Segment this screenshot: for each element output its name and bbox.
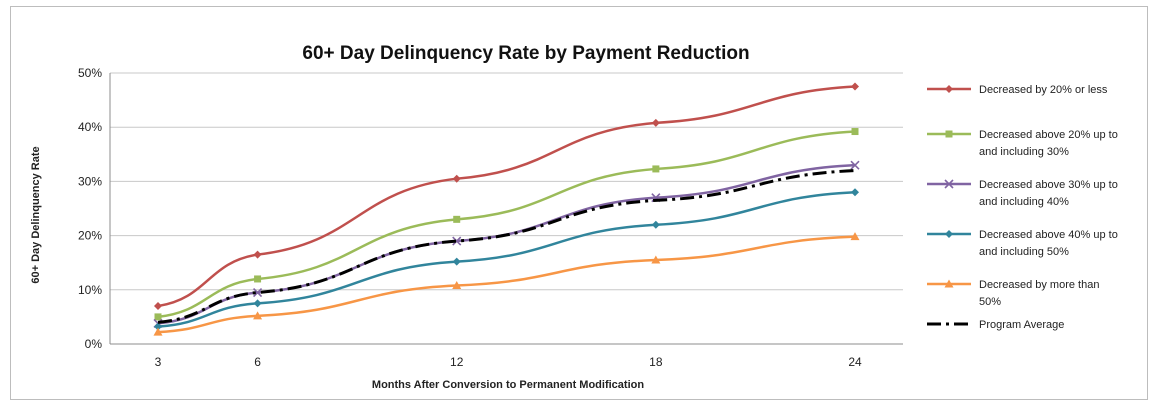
data-point [154, 322, 162, 331]
x-tick-label: 18 [649, 355, 663, 369]
axes [109, 73, 903, 345]
legend-label: 50% [979, 296, 1001, 308]
line-chart: 60+ Day Delinquency Rate by Payment Redu… [30, 43, 1118, 391]
legend-label: Decreased above 30% up to [979, 179, 1118, 191]
data-point [851, 128, 859, 136]
data-point [153, 327, 163, 336]
series-line [157, 235, 856, 334]
data-point [452, 236, 462, 246]
legend-label: Decreased by 20% or less [979, 84, 1108, 96]
data-point [651, 118, 660, 127]
data-point [945, 130, 953, 138]
legend-item: Decreased by 20% or less [927, 84, 1108, 96]
legend: Decreased by 20% or less Decreased above … [927, 84, 1118, 331]
data-point [850, 232, 860, 241]
series-1 [154, 128, 859, 321]
series-5 [157, 169, 856, 324]
data-point [253, 299, 262, 308]
legend-label: and including 30% [979, 146, 1069, 158]
x-tick-label: 12 [450, 355, 464, 369]
legend-label: Decreased above 40% up to [979, 229, 1118, 241]
data-point [651, 220, 660, 229]
legend-label: Decreased by more than [979, 279, 1099, 291]
x-tick-label: 3 [155, 355, 162, 369]
series-line [157, 85, 856, 308]
data-point [851, 82, 859, 91]
legend-label: Program Average [979, 319, 1064, 331]
data-point [944, 279, 954, 288]
legend-item: Program Average [927, 319, 1064, 331]
data-point [851, 188, 859, 197]
data-point [154, 302, 162, 311]
legend-item: Decreased above 40% up to and including 5… [927, 229, 1118, 258]
data-point [253, 287, 263, 298]
legend-item: Decreased above 20% up to and including 3… [927, 129, 1118, 158]
data-point [154, 313, 162, 321]
series-line [157, 163, 856, 325]
series-4 [153, 232, 860, 336]
chart-title: 60+ Day Delinquency Rate by Payment Redu… [302, 43, 749, 64]
data-point [945, 230, 953, 238]
series-lines [153, 82, 860, 336]
x-tick-label: 24 [848, 355, 862, 369]
series-line [157, 190, 856, 328]
y-tick-label: 0% [85, 337, 103, 351]
x-tick-label: 6 [254, 355, 261, 369]
legend-item: Decreased by more than 50% [927, 279, 1099, 308]
y-tick-label: 30% [78, 174, 102, 188]
gridlines [110, 72, 903, 291]
tick-labels: 0% 10% 20% 30% 40% 50% 3 6 12 18 24 [78, 66, 862, 369]
data-point [452, 174, 461, 183]
y-tick-label: 50% [78, 66, 102, 80]
data-point [254, 275, 262, 283]
legend-item: Decreased above 30% up to and including 4… [927, 179, 1118, 208]
legend-label: Decreased above 20% up to [979, 129, 1118, 141]
data-point [253, 250, 262, 259]
series-line [157, 130, 856, 319]
data-point [453, 215, 461, 223]
x-axis-label: Months After Conversion to Permanent Mod… [372, 379, 644, 391]
legend-label: and including 40% [979, 196, 1069, 208]
data-point [945, 85, 953, 93]
data-point [850, 160, 860, 170]
series-3 [154, 188, 859, 331]
chart-frame: 60+ Day Delinquency Rate by Payment Redu… [10, 6, 1148, 400]
series-0 [154, 82, 859, 311]
y-tick-label: 20% [78, 229, 102, 243]
data-point [452, 280, 462, 289]
y-tick-label: 10% [78, 283, 102, 297]
series-line [157, 169, 856, 324]
data-point [651, 255, 661, 264]
data-point [452, 257, 461, 266]
y-axis-label: 60+ Day Delinquency Rate [30, 146, 42, 283]
data-point [652, 165, 660, 173]
data-point [253, 311, 263, 320]
y-tick-label: 40% [78, 120, 102, 134]
legend-label: and including 50% [979, 246, 1069, 258]
data-point [944, 179, 954, 189]
